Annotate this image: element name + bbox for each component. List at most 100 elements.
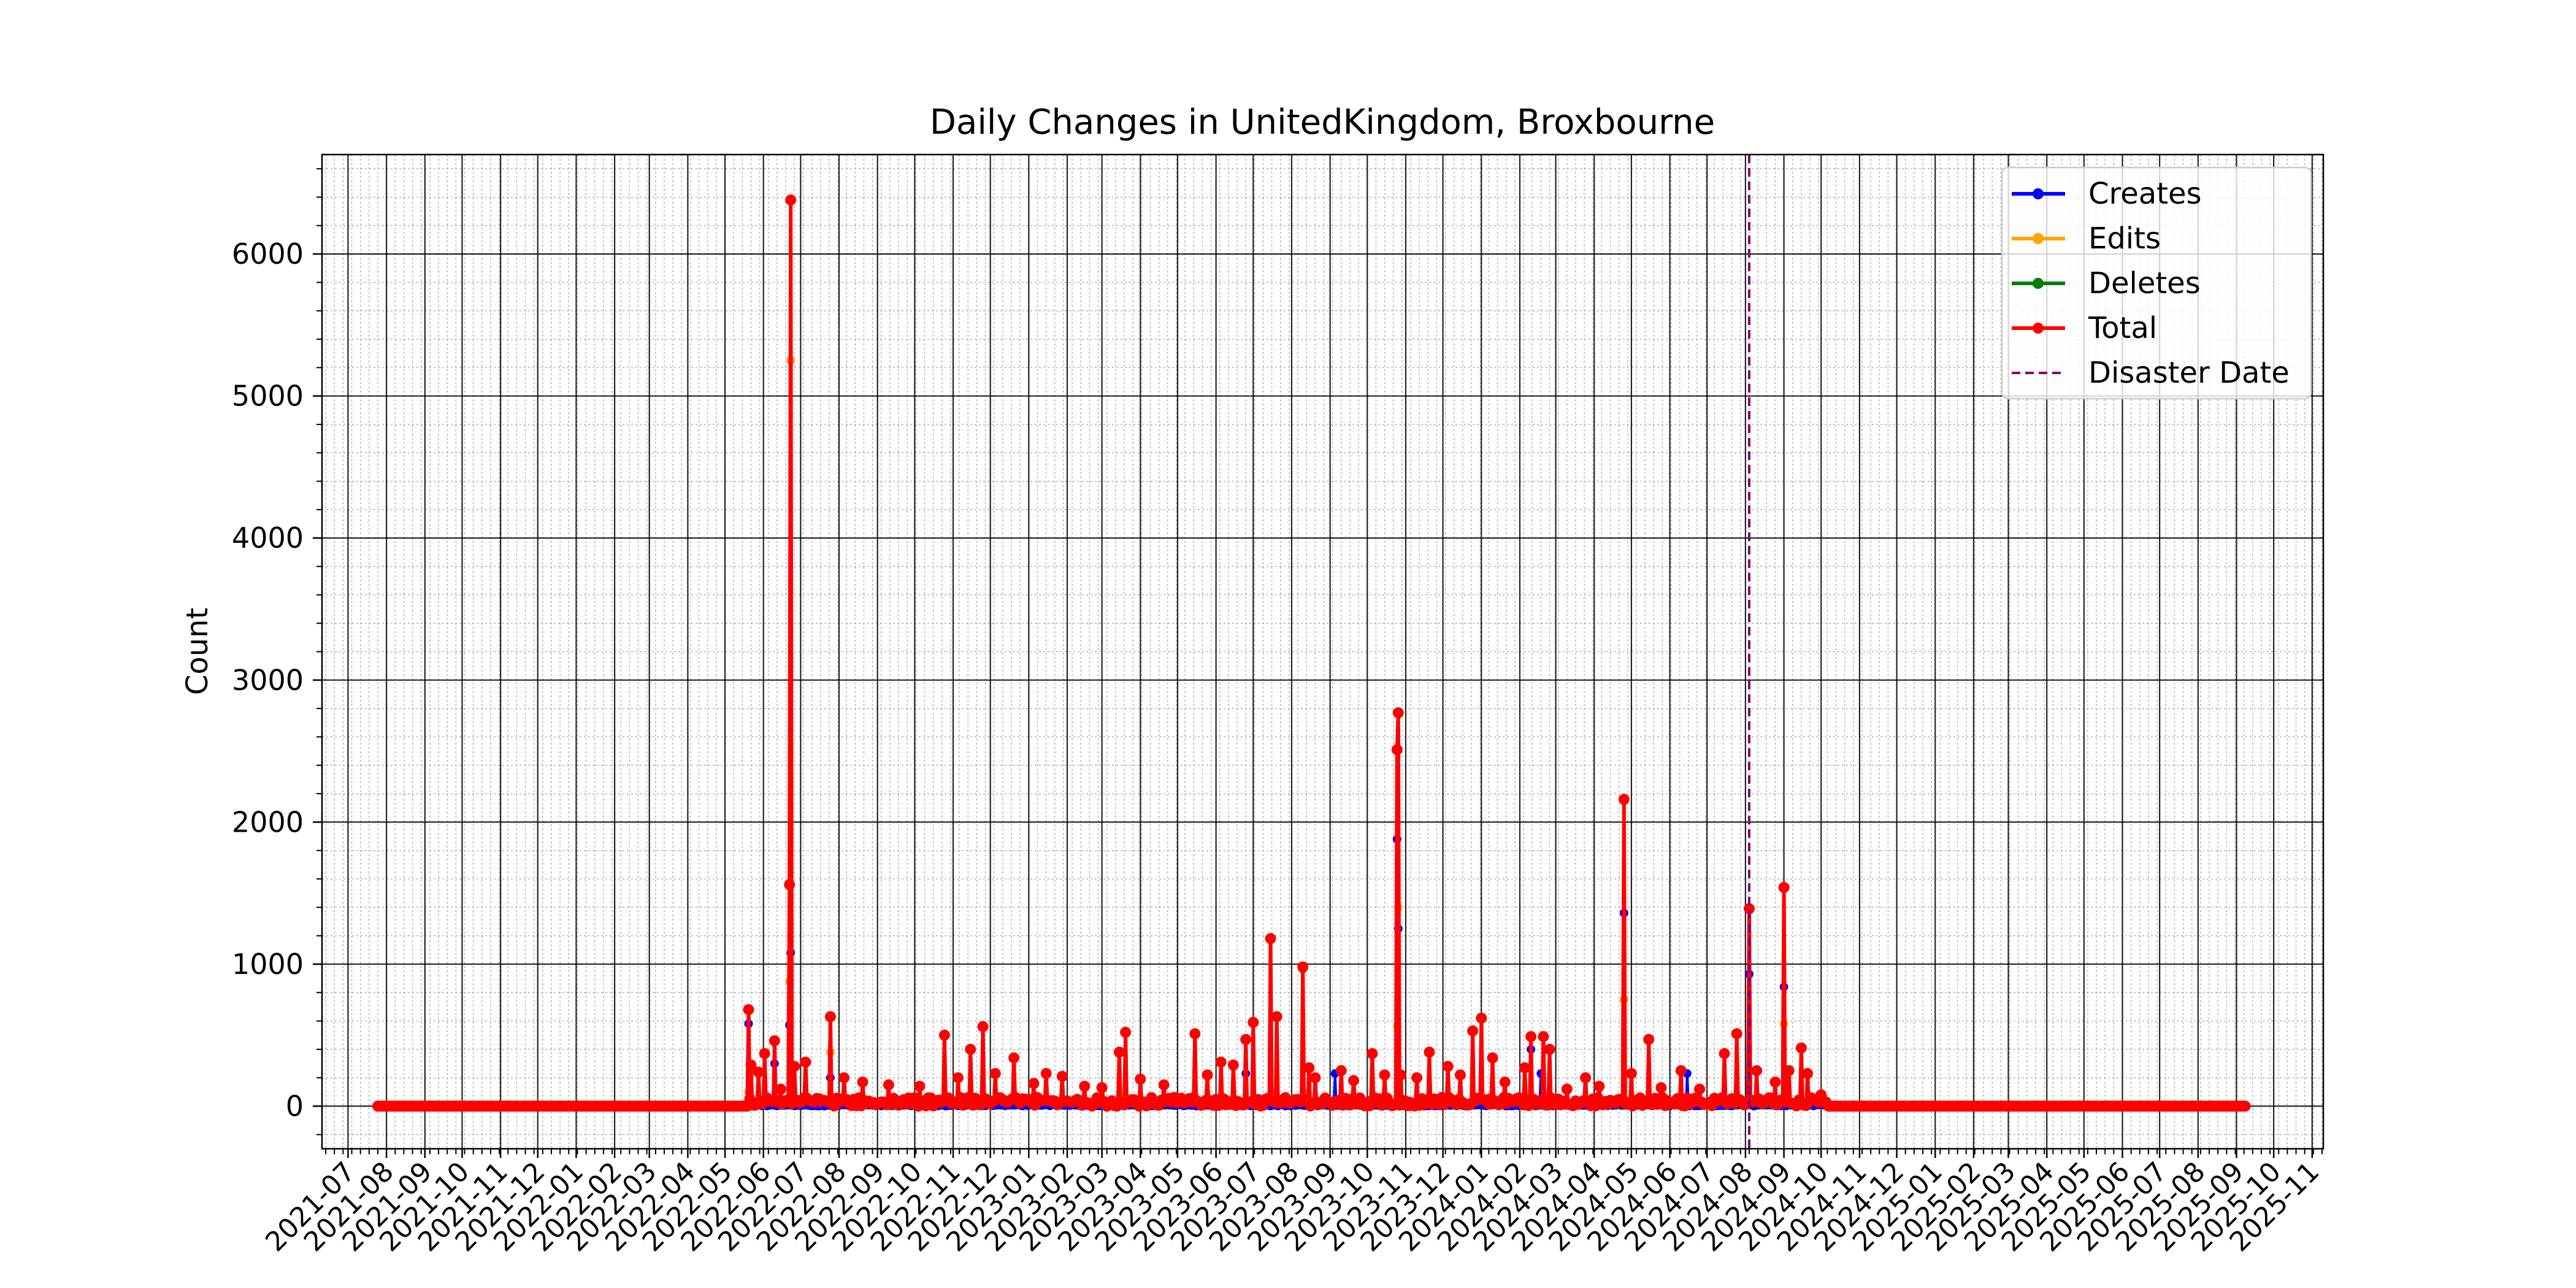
total-point (1297, 961, 1309, 973)
y-tick-label: 2000 (232, 805, 304, 838)
legend: Creates Edits Deletes Total Disaster Dat… (2001, 166, 2312, 400)
series-layer (372, 194, 2251, 1112)
total-point (1008, 1052, 1020, 1064)
legend-label: Disaster Date (2088, 356, 2290, 390)
total-point (1731, 1028, 1742, 1040)
total-point (857, 1076, 868, 1088)
total-point (953, 1072, 964, 1084)
total-point (1467, 1025, 1479, 1037)
y-tick-label: 3000 (232, 664, 304, 697)
legend-item-deletes: Deletes (2012, 266, 2201, 301)
legend-item-total: Total (2012, 311, 2157, 345)
total-point (1751, 1065, 1763, 1076)
total-point (1096, 1082, 1108, 1094)
legend-item-disaster-date: Disaster Date (2012, 356, 2290, 390)
y-tick-label: 1000 (232, 948, 304, 981)
legend-box (2001, 166, 2312, 400)
major-grid (322, 155, 2323, 1149)
total-point (1028, 1078, 1040, 1089)
total-point (784, 879, 795, 891)
y-axis-label: Count (180, 608, 215, 696)
total-point (824, 1011, 836, 1022)
total-point (769, 1035, 780, 1046)
total-point (1265, 933, 1276, 945)
total-point (1487, 1052, 1498, 1064)
total-point (1113, 1046, 1125, 1058)
ticks (313, 168, 2323, 1158)
total-point (1227, 1059, 1239, 1071)
total-point (1309, 1072, 1321, 1084)
y-tick-labels: 0 1000 2000 3000 4000 5000 6000 (232, 237, 304, 1122)
total-point (1618, 794, 1630, 805)
total-point (1079, 1081, 1091, 1092)
legend-item-edits: Edits (2012, 221, 2161, 256)
total-point (977, 1021, 989, 1032)
total-point (1392, 707, 1404, 719)
total-point (1424, 1046, 1435, 1058)
total-point (759, 1048, 770, 1059)
total-point (1056, 1070, 1068, 1082)
total-point (1411, 1072, 1423, 1084)
minor-grid (322, 155, 2323, 1149)
series-total (372, 194, 2251, 1112)
total-point (1248, 1016, 1259, 1028)
chart-title: Daily Changes in UnitedKingdom, Broxbour… (930, 102, 1715, 142)
total-point (914, 1081, 926, 1092)
total-point (1240, 1033, 1252, 1045)
total-point (1580, 1072, 1592, 1084)
total-point (2239, 1100, 2251, 1112)
total-point (1778, 881, 1790, 893)
total-point (789, 1060, 800, 1072)
total-point (1303, 1062, 1315, 1073)
total-point (989, 1068, 1001, 1079)
total-point (1561, 1083, 1573, 1095)
total-point (785, 194, 797, 206)
legend-label: Edits (2088, 221, 2161, 256)
total-point (1271, 1011, 1282, 1022)
total-point (1348, 1075, 1359, 1086)
total-point (1544, 1043, 1555, 1055)
total-point (1120, 1027, 1132, 1038)
total-point (1476, 1013, 1487, 1024)
total-point (753, 1067, 764, 1078)
total-point (1379, 1069, 1390, 1081)
total-point (1367, 1048, 1378, 1059)
total-point (1538, 1031, 1549, 1043)
total-point (1215, 1056, 1227, 1068)
legend-item-creates: Creates (2012, 177, 2202, 211)
total-point (883, 1079, 894, 1091)
total-point (1525, 1031, 1537, 1043)
total-point (1040, 1068, 1052, 1079)
total-point (745, 1059, 757, 1071)
legend-label: Creates (2088, 177, 2202, 211)
total-point (1783, 1065, 1795, 1076)
total-point (1719, 1048, 1730, 1059)
legend-label: Total (2088, 311, 2157, 345)
total-point (1395, 1069, 1406, 1081)
total-point (1744, 903, 1755, 914)
total-point (1454, 1069, 1466, 1081)
total-point (1625, 1068, 1637, 1079)
total-point (1795, 1042, 1807, 1054)
total-point (938, 1029, 950, 1041)
total-point (1769, 1076, 1781, 1088)
legend-label: Deletes (2088, 266, 2201, 301)
y-tick-label: 6000 (232, 237, 304, 270)
total-point (1655, 1082, 1667, 1094)
total-point (800, 1056, 811, 1068)
total-point (1202, 1069, 1213, 1081)
total-point (1675, 1065, 1687, 1076)
total-point (1519, 1062, 1530, 1073)
total-point (1391, 744, 1403, 756)
y-tick-label: 0 (286, 1090, 304, 1123)
total-point (1442, 1060, 1454, 1072)
total-point (965, 1043, 976, 1055)
total-point (1135, 1073, 1146, 1085)
total-point (838, 1072, 850, 1084)
total-point (1694, 1083, 1706, 1095)
total-point (1335, 1065, 1347, 1076)
y-tick-label: 4000 (232, 521, 304, 554)
total-point (1189, 1028, 1201, 1040)
total-point (1499, 1076, 1511, 1088)
